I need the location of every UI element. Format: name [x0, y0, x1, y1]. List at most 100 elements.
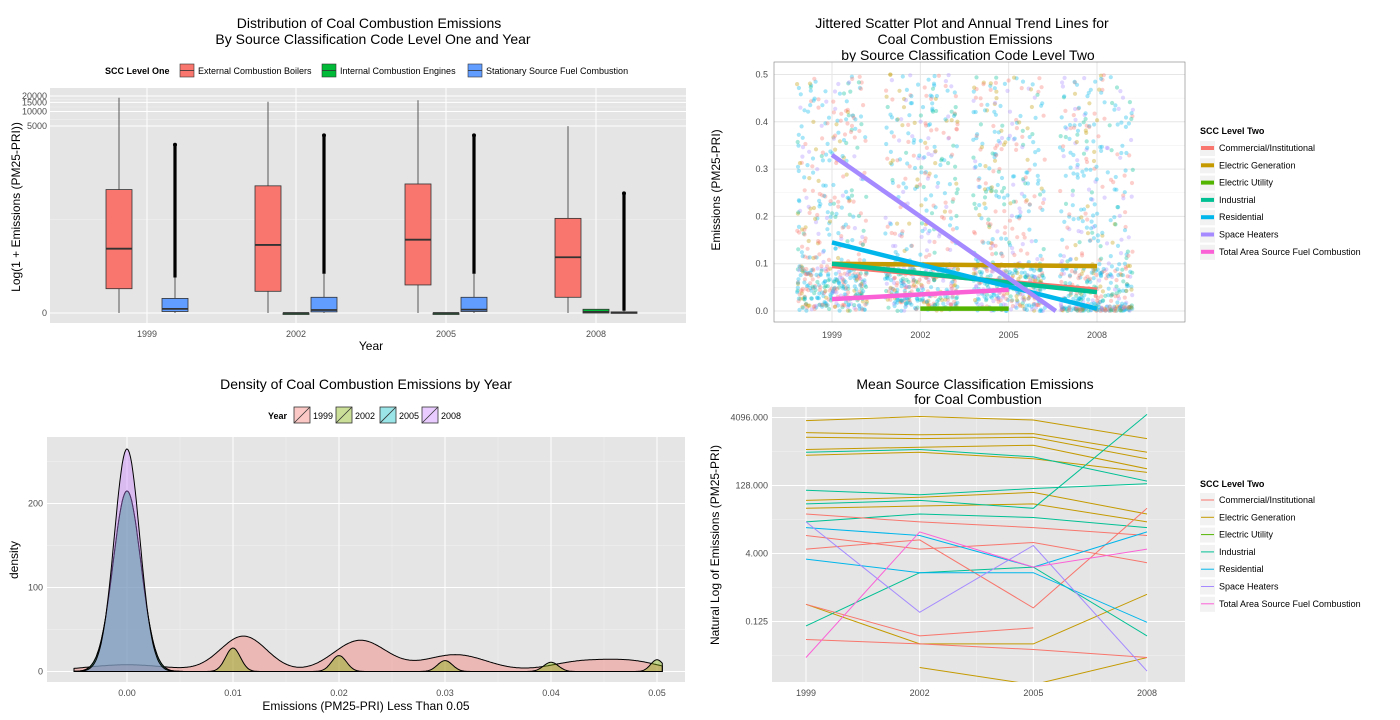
scatter-point: [799, 160, 804, 165]
scatter-point: [1014, 76, 1019, 81]
scatter-point: [909, 289, 914, 294]
scatter-point: [825, 284, 830, 289]
scatter-point: [802, 294, 807, 299]
scatter-point: [1087, 238, 1092, 243]
scatter-point: [930, 101, 935, 106]
scatter-point: [1024, 303, 1029, 308]
scatter-point: [1075, 308, 1080, 313]
scatter-point: [818, 272, 823, 277]
scatter-point: [1080, 219, 1085, 224]
scatter-point: [954, 226, 959, 231]
boxplot-boxes: [105, 97, 638, 315]
scatter-point: [914, 307, 919, 312]
scatter-point: [934, 93, 940, 99]
scatter-point: [1068, 150, 1073, 155]
scatter-point: [1033, 301, 1038, 306]
scatter-point: [825, 210, 830, 215]
density-area-2008: [73, 448, 663, 672]
scatter-point: [862, 278, 867, 283]
scatter-point: [1117, 213, 1122, 218]
scatter-point: [1024, 307, 1029, 312]
scatter-point: [976, 184, 981, 189]
scatter-point: [860, 299, 866, 304]
scatter-point: [920, 283, 925, 289]
scatter-point: [855, 271, 861, 276]
scatter-point: [1024, 170, 1029, 175]
scatter-point: [852, 305, 857, 311]
scatter-point: [1029, 304, 1034, 309]
scatter-point: [1032, 95, 1037, 100]
scatter-point: [910, 266, 915, 271]
scatter-point: [1119, 308, 1124, 313]
scatter-point: [831, 135, 836, 140]
scatter-point: [926, 123, 931, 128]
scatter-point: [1094, 272, 1099, 278]
scatter-point: [814, 305, 819, 310]
scatter-point: [800, 266, 806, 272]
scatter-point: [926, 136, 931, 141]
scatter-point: [1071, 296, 1076, 301]
scatter-point: [1106, 293, 1111, 298]
scatter-point: [949, 283, 954, 288]
scatter-point: [822, 193, 827, 198]
scatter-point: [985, 268, 990, 273]
scatter-point: [1037, 76, 1042, 81]
scatter-point: [802, 227, 807, 232]
scatter-point: [1061, 271, 1066, 276]
scatter-point: [912, 305, 918, 311]
scatter-point: [919, 165, 924, 170]
scatter-point: [814, 272, 819, 277]
scatter-point: [929, 211, 935, 216]
scatter-point: [1116, 205, 1121, 210]
scatter-point: [1010, 250, 1015, 255]
scatter-point: [890, 286, 895, 291]
scatter-point: [833, 147, 838, 152]
scatter-point: [955, 284, 960, 289]
scatter-point: [851, 273, 856, 278]
scatter-point: [861, 103, 866, 108]
scatter-point: [951, 113, 957, 118]
scatter-point: [987, 225, 992, 230]
scatter-point: [862, 280, 867, 285]
scatter-point: [845, 304, 851, 309]
scatter-point: [826, 297, 831, 302]
scatter-point: [859, 291, 864, 296]
boxplot-panel: Distribution of Coal Combustion Emission…: [9, 15, 686, 353]
scatter-point: [1067, 281, 1072, 286]
scatter-point: [1002, 292, 1007, 297]
scatter-point: [1039, 103, 1044, 108]
scatter-point: [932, 239, 937, 245]
scatter-point: [904, 185, 909, 190]
scatter-point: [1011, 137, 1016, 142]
scatter-point: [1115, 205, 1120, 210]
scatter-point: [1077, 273, 1082, 278]
scatter-point: [1020, 128, 1025, 133]
scatter-point: [899, 308, 904, 313]
scatter-point: [1081, 120, 1086, 125]
scatter-point: [854, 277, 860, 282]
scatter-point: [892, 275, 897, 280]
scatter-point: [842, 132, 848, 137]
scatter-point: [859, 80, 864, 85]
scatter-point: [1064, 126, 1069, 131]
scatter-point: [802, 297, 807, 302]
scatter-point: [902, 298, 907, 303]
scatter-point: [846, 199, 852, 204]
mean-line-electric-generation: [805, 451, 1148, 473]
scatter-point: [994, 152, 999, 157]
scatter-point: [817, 240, 822, 245]
scatter-point: [802, 232, 807, 237]
scatter-point: [899, 231, 905, 236]
scatter-point: [828, 199, 833, 204]
scatter-point: [1035, 173, 1040, 178]
scatter-point: [1075, 158, 1080, 163]
scatter-point: [1124, 255, 1129, 261]
scatter-point: [1116, 273, 1121, 278]
scatter-point: [942, 191, 948, 196]
mean-lines-legend-label: Electric Utility: [1219, 530, 1274, 540]
scatter-point: [1099, 306, 1104, 311]
scatter-point: [798, 105, 803, 110]
scatter-point: [1091, 225, 1096, 230]
scatter-point: [884, 94, 889, 99]
